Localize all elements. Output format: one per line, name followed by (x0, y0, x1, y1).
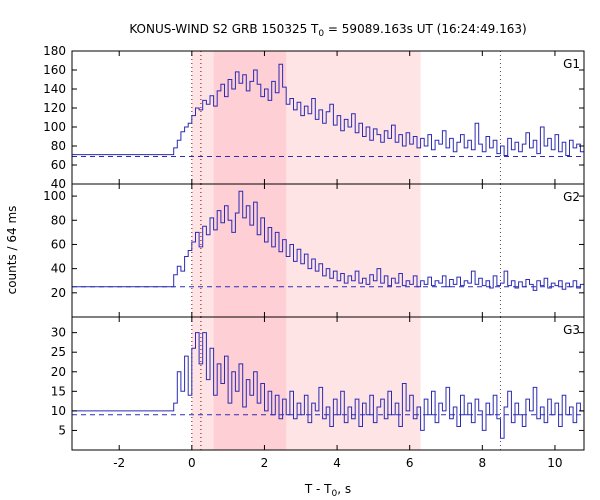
y-tick-label: 40 (51, 177, 66, 191)
y-axis-label: counts / 64 ms (5, 206, 19, 295)
x-tick-label: 6 (406, 456, 414, 470)
y-tick-label: 100 (43, 189, 66, 203)
y-tick-label: 10 (51, 404, 66, 418)
y-tick-label: 25 (51, 345, 66, 359)
y-tick-label: 80 (51, 213, 66, 227)
x-tick-label: 4 (333, 456, 341, 470)
panel-label: G1 (563, 57, 580, 71)
y-tick-label: 60 (51, 237, 66, 251)
x-tick-label: 0 (188, 456, 196, 470)
x-axis-label: T - T0, s (304, 482, 351, 499)
x-tick-label: 2 (261, 456, 269, 470)
chart-title: KONUS-WIND S2 GRB 150325 T0 = 59089.163s… (129, 22, 526, 39)
shaded-region-1 (213, 51, 287, 184)
y-tick-label: 30 (51, 326, 66, 340)
panel-g2: 20 40 60 80 100 G2 (43, 183, 585, 318)
y-tick-label: 15 (51, 384, 66, 398)
y-tick-label: 100 (43, 120, 66, 134)
count-histogram (72, 190, 584, 291)
count-histogram (72, 332, 584, 439)
y-tick-label: 5 (58, 423, 66, 437)
panel-label: G3 (563, 323, 580, 337)
y-tick-label: 20 (51, 286, 66, 300)
panel-label: G2 (563, 190, 580, 204)
shaded-region-1 (213, 184, 287, 317)
panel-frame (71, 316, 585, 451)
panel-g1: 40 60 80 100 120 140 160 180 G1 (43, 44, 585, 191)
y-tick-label: 120 (43, 101, 66, 115)
y-tick-label: 40 (51, 262, 66, 276)
x-tick-label: -2 (113, 456, 125, 470)
y-tick-label: 20 (51, 365, 66, 379)
y-tick-label: 160 (43, 63, 66, 77)
y-tick-label: 80 (51, 139, 66, 153)
y-tick-label: 180 (43, 44, 66, 58)
count-histogram (72, 63, 584, 156)
panel-g3: 5 10 15 20 25 30 G3 (51, 316, 585, 451)
y-tick-label: 60 (51, 158, 66, 172)
x-tick-label: 10 (547, 456, 562, 470)
x-tick-label: 8 (479, 456, 487, 470)
y-tick-label: 140 (43, 82, 66, 96)
